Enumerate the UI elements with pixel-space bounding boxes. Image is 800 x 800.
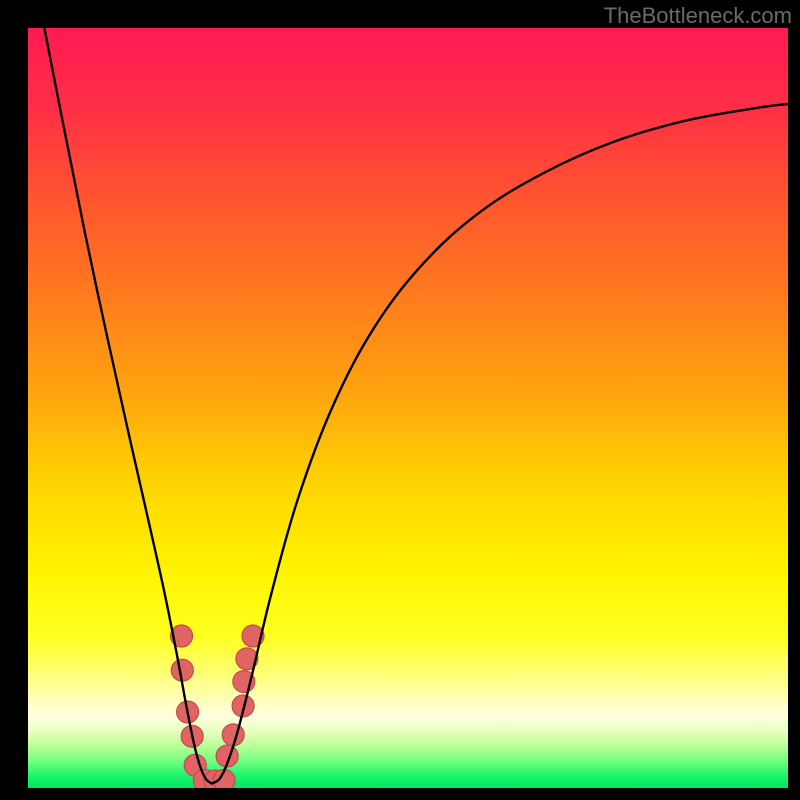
marker-cluster — [171, 625, 264, 788]
watermark-text: TheBottleneck.com — [604, 3, 792, 29]
bottleneck-curve-chart — [28, 28, 788, 788]
curve-right-branch — [212, 104, 788, 783]
bottleneck-curve — [44, 28, 788, 783]
plot-area — [28, 28, 788, 788]
